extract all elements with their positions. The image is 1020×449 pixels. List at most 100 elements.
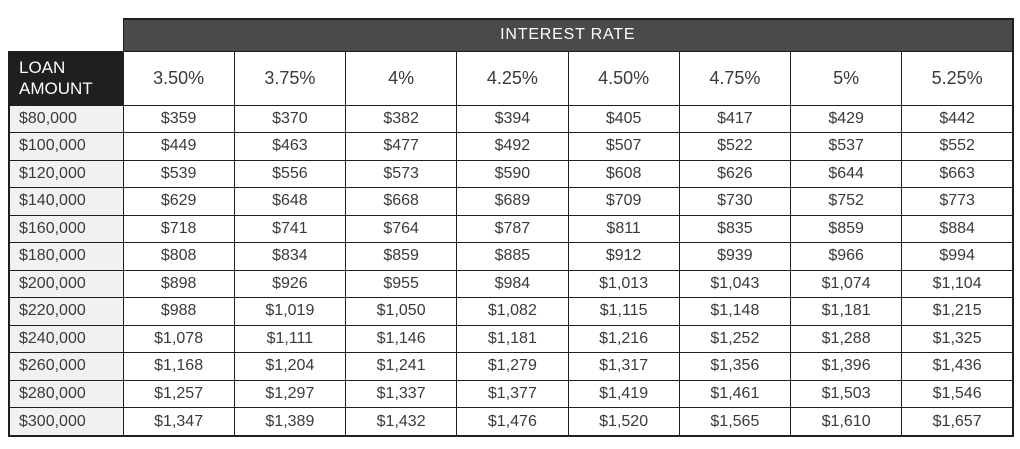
payment-cell: $382	[344, 104, 458, 134]
rate-header-4.25pct: 4.25%	[456, 50, 569, 106]
payment-cell: $834	[233, 242, 347, 271]
payment-cell: $1,356	[678, 352, 792, 381]
payment-cell: $1,546	[901, 379, 1015, 409]
payment-cell: $626	[678, 159, 792, 189]
payment-cell: $370	[233, 104, 347, 134]
payment-cell: $835	[678, 214, 792, 244]
payment-cell: $859	[789, 214, 903, 244]
payment-cell: $552	[901, 132, 1015, 161]
payment-cell: $1,610	[789, 407, 903, 438]
payment-cell: $1,111	[233, 324, 347, 354]
payment-cell: $1,115	[567, 297, 680, 326]
payment-cell: $912	[567, 242, 680, 271]
rate-header-4.50pct: 4.50%	[567, 50, 680, 106]
payment-cell: $429	[789, 104, 903, 134]
payment-cell: $1,297	[233, 379, 347, 409]
payment-cell: $1,396	[789, 352, 903, 381]
payment-cell: $764	[344, 214, 458, 244]
payment-cell: $1,279	[456, 352, 569, 381]
payment-cell: $539	[122, 159, 235, 189]
payment-cell: $1,019	[233, 297, 347, 326]
payment-cell: $1,436	[901, 352, 1015, 381]
payment-cell: $417	[678, 104, 792, 134]
payment-cell: $859	[344, 242, 458, 271]
loan-amount-cell: $260,000	[8, 352, 124, 381]
payment-cell: $884	[901, 214, 1015, 244]
payment-cell: $709	[567, 187, 680, 216]
payment-cell: $1,181	[456, 324, 569, 354]
table-row: $100,000 $449 $463 $477 $492 $507 $522 $537 $552	[8, 132, 1015, 161]
payment-cell: $1,389	[233, 407, 347, 438]
table-row: $300,000 $1,347 $1,389 $1,432 $1,476 $1,520 $1…	[8, 407, 1015, 438]
payment-cell: $663	[901, 159, 1015, 189]
payment-cell: $522	[678, 132, 792, 161]
payment-cell: $1,146	[344, 324, 458, 354]
payment-cell: $898	[122, 269, 235, 299]
payment-cell: $741	[233, 214, 347, 244]
payment-cell: $885	[456, 242, 569, 271]
payment-cell: $1,148	[678, 297, 792, 326]
payment-cell: $1,288	[789, 324, 903, 354]
loan-amount-cell: $280,000	[8, 379, 124, 409]
payment-cell: $926	[233, 269, 347, 299]
payment-cell: $1,503	[789, 379, 903, 409]
interest-rate-banner: INTEREST RATE	[122, 18, 1014, 52]
loan-payment-table: INTEREST RATE LOAN AMOUNT 3.50% 3.75% 4% 4.…	[8, 18, 1015, 438]
table-row: $80,000 $359 $370 $382 $394 $405 $417 $429 $442	[8, 104, 1015, 134]
payment-cell: $1,050	[344, 297, 458, 326]
table-row: $260,000 $1,168 $1,204 $1,241 $1,279 $1,317 $1…	[8, 352, 1015, 381]
payment-cell: $507	[567, 132, 680, 161]
column-header-row: LOAN AMOUNT 3.50% 3.75% 4% 4.25% 4.50% 4.75% 5…	[8, 50, 1015, 106]
payment-cell: $1,337	[344, 379, 458, 409]
payment-cell: $405	[567, 104, 680, 134]
payment-cell: $449	[122, 132, 235, 161]
payment-cell: $1,215	[901, 297, 1015, 326]
payment-cell: $394	[456, 104, 569, 134]
payment-cell: $955	[344, 269, 458, 299]
payment-cell: $629	[122, 187, 235, 216]
payment-cell: $1,565	[678, 407, 792, 438]
loan-amount-cell: $120,000	[8, 159, 124, 189]
payment-cell: $1,377	[456, 379, 569, 409]
payment-cell: $1,476	[456, 407, 569, 438]
loan-amount-header: LOAN AMOUNT	[8, 50, 124, 106]
table-row: $240,000 $1,078 $1,111 $1,146 $1,181 $1,216 $1…	[8, 324, 1015, 354]
loan-amount-cell: $240,000	[8, 324, 124, 354]
payment-cell: $1,204	[233, 352, 347, 381]
rate-header-3.50pct: 3.50%	[122, 50, 235, 106]
payment-cell: $752	[789, 187, 903, 216]
payment-cell: $966	[789, 242, 903, 271]
loan-amount-cell: $160,000	[8, 214, 124, 244]
table-row: $140,000 $629 $648 $668 $689 $709 $730 $752 $773	[8, 187, 1015, 216]
payment-cell: $1,657	[901, 407, 1015, 438]
payment-cell: $644	[789, 159, 903, 189]
payment-cell: $994	[901, 242, 1015, 271]
payment-cell: $984	[456, 269, 569, 299]
rate-header-4.75pct: 4.75%	[678, 50, 792, 106]
payment-cell: $718	[122, 214, 235, 244]
payment-cell: $492	[456, 132, 569, 161]
table-row: $220,000 $988 $1,019 $1,050 $1,082 $1,115 $1,1…	[8, 297, 1015, 326]
payment-cell: $773	[901, 187, 1015, 216]
payment-cell: $1,043	[678, 269, 792, 299]
loan-amount-cell: $300,000	[8, 407, 124, 438]
payment-cell: $689	[456, 187, 569, 216]
payment-cell: $1,347	[122, 407, 235, 438]
table-row: $120,000 $539 $556 $573 $590 $608 $626 $644 $663	[8, 159, 1015, 189]
payment-cell: $988	[122, 297, 235, 326]
banner-row: INTEREST RATE	[9, 18, 1014, 52]
payment-cell: $939	[678, 242, 792, 271]
payment-cell: $811	[567, 214, 680, 244]
loan-amount-cell: $100,000	[8, 132, 124, 161]
payment-cell: $1,168	[122, 352, 235, 381]
payment-cell: $359	[122, 104, 235, 134]
payment-cell: $787	[456, 214, 569, 244]
payment-cell: $442	[901, 104, 1015, 134]
rate-header-5.25pct: 5.25%	[901, 50, 1015, 106]
table-row: $280,000 $1,257 $1,297 $1,337 $1,377 $1,419 $1…	[8, 379, 1015, 409]
table-row: $200,000 $898 $926 $955 $984 $1,013 $1,043 $1,0…	[8, 269, 1015, 299]
table-row: $180,000 $808 $834 $859 $885 $912 $939 $966 $994	[8, 242, 1015, 271]
loan-amount-cell: $200,000	[8, 269, 124, 299]
payment-cell: $1,325	[901, 324, 1015, 354]
